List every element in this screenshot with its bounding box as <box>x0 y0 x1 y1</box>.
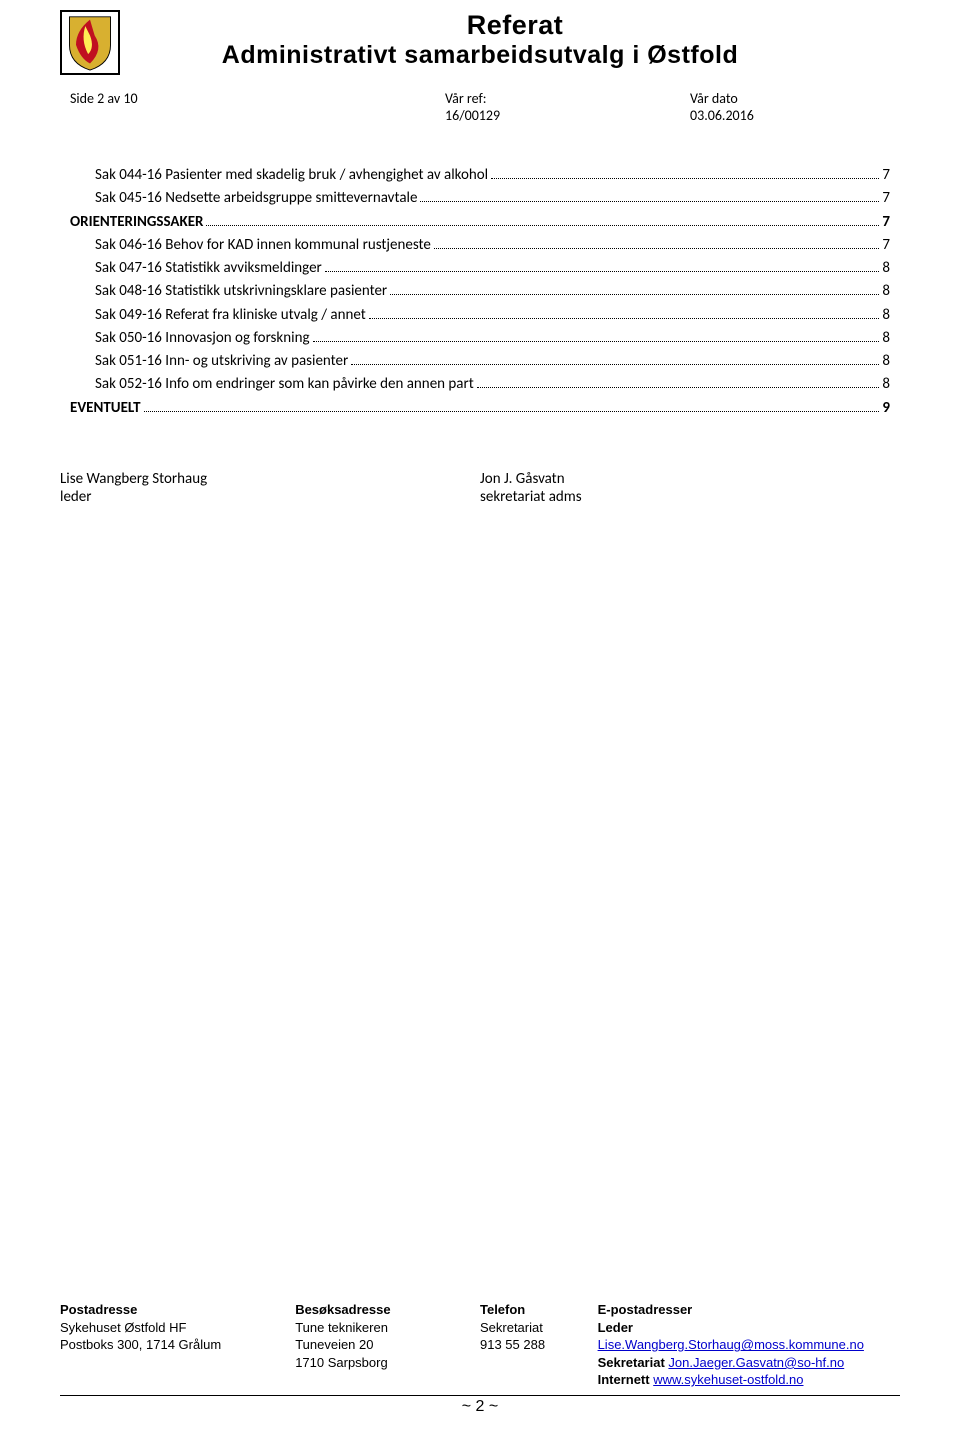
toc-line: EVENTUELT 9 <box>70 397 890 420</box>
title-sub: Administrativt samarbeidsutvalg i Østfol… <box>60 41 900 70</box>
logo-icon <box>60 10 120 75</box>
toc-dots <box>351 364 879 365</box>
footer-col2-l1: Tune teknikeren <box>295 1319 465 1337</box>
footer-divider <box>60 1395 900 1396</box>
toc-text: Sak 050-16 Innovasjon og forskning <box>95 327 310 350</box>
footer-int-label: Internett <box>598 1372 654 1387</box>
footer-leder-link[interactable]: Lise.Wangberg.Storhaug@moss.kommune.no <box>598 1337 864 1352</box>
footer-col3-head: Telefon <box>480 1301 583 1319</box>
toc-text: Sak 046-16 Behov for KAD innen kommunal … <box>95 234 431 257</box>
toc-line: Sak 046-16 Behov for KAD innen kommunal … <box>70 234 890 257</box>
footer-col2-l2: Tuneveien 20 <box>295 1336 465 1354</box>
toc-text: ORIENTERINGSSAKER <box>70 211 203 234</box>
footer-int-link[interactable]: www.sykehuset-ostfold.no <box>653 1372 803 1387</box>
footer-postadresse: Postadresse Sykehuset Østfold HF Postbok… <box>60 1301 295 1389</box>
toc-text: Sak 048-16 Statistikk utskrivningsklare … <box>95 280 387 303</box>
date-value: 03.06.2016 <box>690 107 754 124</box>
footer-sekr-label: Sekretariat <box>598 1355 669 1370</box>
footer-leder-label: Leder <box>598 1320 633 1335</box>
sig-left-role: leder <box>60 488 480 506</box>
footer-col3-l2: 913 55 288 <box>480 1336 583 1354</box>
toc-dots <box>313 341 880 342</box>
toc-dots <box>206 225 879 226</box>
toc-text: Sak 047-16 Statistikk avviksmeldinger <box>95 257 322 280</box>
toc-line: Sak 052-16 Info om endringer som kan påv… <box>70 373 890 396</box>
page-number: ~ 2 ~ <box>60 1398 900 1416</box>
ref-value: 16/00129 <box>445 107 500 124</box>
toc-line: ORIENTERINGSSAKER 7 <box>70 211 890 234</box>
footer-sekr-link[interactable]: Jon.Jaeger.Gasvatn@so-hf.no <box>668 1355 844 1370</box>
page-indicator: Side 2 av 10 <box>70 90 270 124</box>
footer-leder-line: Leder Lise.Wangberg.Storhaug@moss.kommun… <box>598 1319 885 1354</box>
toc-text: Sak 044-16 Pasienter med skadelig bruk /… <box>95 164 488 187</box>
toc-dots <box>369 318 880 319</box>
toc-page: 8 <box>882 350 890 373</box>
reference-block: Vår ref: 16/00129 <box>445 90 645 124</box>
toc-line: Sak 049-16 Referat fra kliniske utvalg /… <box>70 304 890 327</box>
toc-text: EVENTUELT <box>70 397 141 420</box>
footer-besoksadresse: Besøksadresse Tune teknikeren Tuneveien … <box>295 1301 480 1389</box>
toc-line: Sak 047-16 Statistikk avviksmeldinger 8 <box>70 257 890 280</box>
sig-right-role: sekretariat adms <box>480 488 900 506</box>
toc-line: Sak 050-16 Innovasjon og forskning 8 <box>70 327 890 350</box>
footer-int-line: Internett www.sykehuset-ostfold.no <box>598 1371 885 1389</box>
footer-col4-head: E-postadresser <box>598 1301 885 1319</box>
footer-col2-l3: 1710 Sarpsborg <box>295 1354 465 1372</box>
signature-right: Jon J. Gåsvatn sekretariat adms <box>480 470 900 506</box>
meta-row: Side 2 av 10 Vår ref: 16/00129 Vår dato … <box>60 90 900 124</box>
toc-page: 7 <box>882 234 890 257</box>
toc-page: 8 <box>882 304 890 327</box>
toc-page: 8 <box>882 327 890 350</box>
toc-page: 8 <box>882 373 890 396</box>
footer-col3-l1: Sekretariat <box>480 1319 583 1337</box>
document-header: Referat Administrativt samarbeidsutvalg … <box>60 10 900 75</box>
toc-dots <box>144 411 880 412</box>
date-block: Vår dato 03.06.2016 <box>690 90 890 124</box>
toc-page: 7 <box>882 187 890 210</box>
toc-dots <box>325 271 880 272</box>
title-block: Referat Administrativt samarbeidsutvalg … <box>130 10 900 70</box>
toc-text: Sak 045-16 Nedsette arbeidsgruppe smitte… <box>95 187 417 210</box>
toc-text: Sak 049-16 Referat fra kliniske utvalg /… <box>95 304 366 327</box>
toc-page: 8 <box>882 280 890 303</box>
footer-col1-head: Postadresse <box>60 1301 280 1319</box>
footer-table: Postadresse Sykehuset Østfold HF Postbok… <box>60 1301 900 1389</box>
toc-page: 8 <box>882 257 890 280</box>
toc-page: 9 <box>882 397 890 420</box>
toc-page: 7 <box>882 164 890 187</box>
toc-dots <box>390 294 879 295</box>
footer-telefon: Telefon Sekretariat 913 55 288 <box>480 1301 598 1389</box>
signatures: Lise Wangberg Storhaug leder Jon J. Gåsv… <box>60 470 900 506</box>
toc-dots <box>477 387 880 388</box>
footer-sekr-line: Sekretariat Jon.Jaeger.Gasvatn@so-hf.no <box>598 1354 885 1372</box>
toc-page: 7 <box>882 211 890 234</box>
footer-col1-l1: Sykehuset Østfold HF <box>60 1319 280 1337</box>
signature-left: Lise Wangberg Storhaug leder <box>60 470 480 506</box>
table-of-contents: Sak 044-16 Pasienter med skadelig bruk /… <box>60 164 900 420</box>
toc-dots <box>491 178 879 179</box>
footer: Postadresse Sykehuset Østfold HF Postbok… <box>60 1301 900 1416</box>
toc-text: Sak 052-16 Info om endringer som kan påv… <box>95 373 474 396</box>
toc-line: Sak 048-16 Statistikk utskrivningsklare … <box>70 280 890 303</box>
toc-text: Sak 051-16 Inn- og utskriving av pasient… <box>95 350 348 373</box>
toc-dots <box>420 201 879 202</box>
date-label: Vår dato <box>690 90 890 107</box>
footer-epost: E-postadresser Leder Lise.Wangberg.Storh… <box>598 1301 900 1389</box>
toc-line: Sak 045-16 Nedsette arbeidsgruppe smitte… <box>70 187 890 210</box>
footer-col2-head: Besøksadresse <box>295 1301 465 1319</box>
toc-dots <box>434 248 880 249</box>
sig-right-name: Jon J. Gåsvatn <box>480 470 900 488</box>
sig-left-name: Lise Wangberg Storhaug <box>60 470 480 488</box>
toc-line: Sak 044-16 Pasienter med skadelig bruk /… <box>70 164 890 187</box>
title-main: Referat <box>130 10 900 41</box>
toc-line: Sak 051-16 Inn- og utskriving av pasient… <box>70 350 890 373</box>
ref-label: Vår ref: <box>445 90 645 107</box>
footer-col1-l2: Postboks 300, 1714 Grålum <box>60 1336 280 1354</box>
